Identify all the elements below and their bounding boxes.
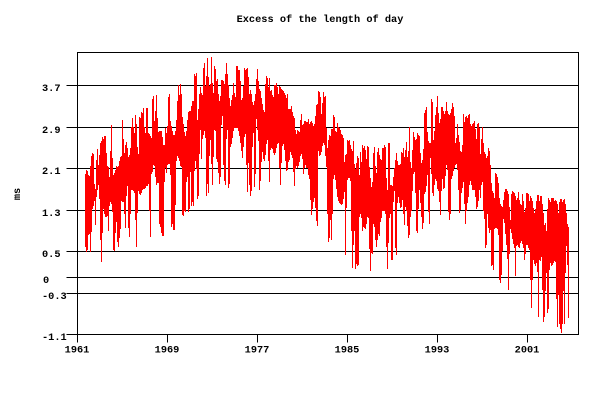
- svg-text:2.9: 2.9: [42, 125, 61, 137]
- svg-text:Excess of the length of day: Excess of the length of day: [237, 14, 404, 26]
- svg-text:1961: 1961: [65, 344, 90, 356]
- svg-text:3.7: 3.7: [42, 83, 61, 95]
- svg-text:-0.3: -0.3: [42, 291, 67, 303]
- svg-text:0.5: 0.5: [42, 249, 61, 261]
- svg-text:ms: ms: [12, 188, 24, 200]
- svg-text:1.3: 1.3: [42, 208, 61, 220]
- svg-text:0: 0: [43, 275, 49, 287]
- svg-text:1969: 1969: [155, 344, 180, 356]
- svg-text:2001: 2001: [515, 344, 540, 356]
- svg-text:-1.1: -1.1: [42, 332, 67, 344]
- svg-text:1985: 1985: [335, 344, 360, 356]
- svg-text:2.1: 2.1: [42, 166, 61, 178]
- svg-text:1977: 1977: [245, 344, 270, 356]
- svg-text:1993: 1993: [425, 344, 450, 356]
